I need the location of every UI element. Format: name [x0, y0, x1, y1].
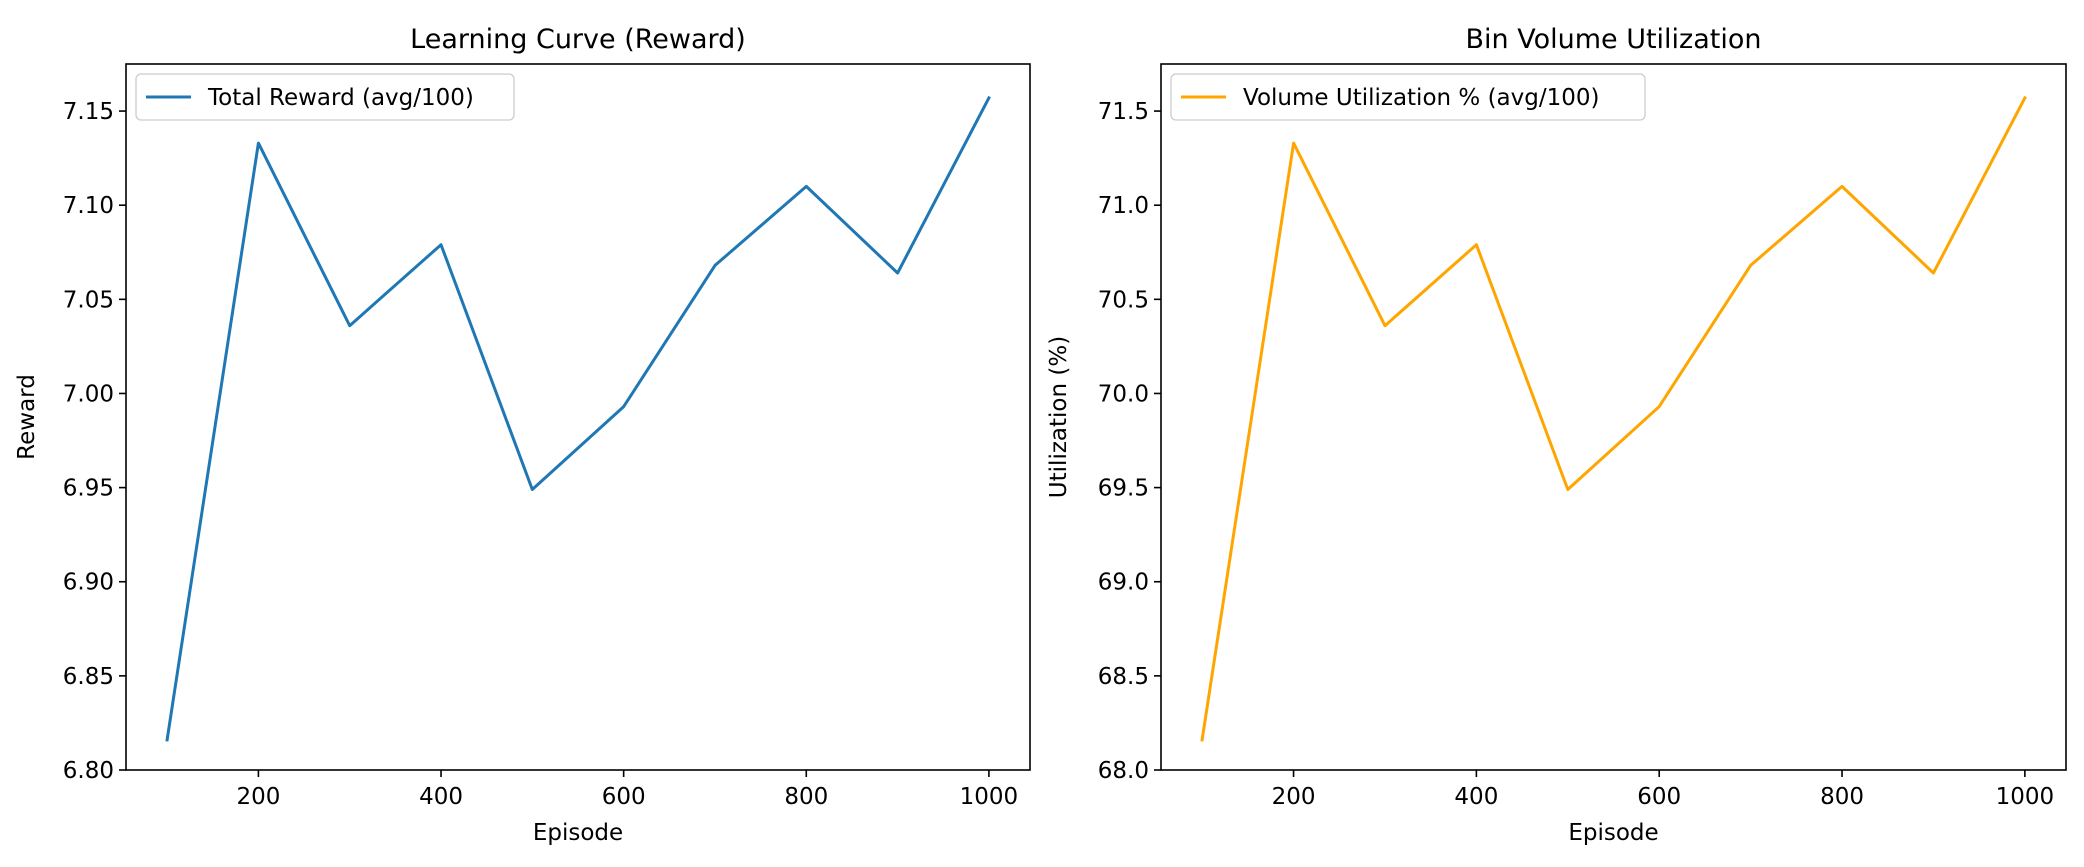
chart2-y-tick-label: 71.5 — [1098, 99, 1149, 125]
chart2-x-tick-label: 200 — [1272, 784, 1316, 810]
chart2-x-tick-label: 1000 — [1996, 784, 2055, 810]
chart1-legend — [135, 73, 515, 121]
chart2-x-tick-label: 400 — [1454, 784, 1498, 810]
chart2-y-tick-label: 71.0 — [1098, 193, 1149, 219]
chart1-legend-label-1: Total Reward (avg/100) — [207, 85, 474, 111]
chart1-y-tick-label: 7.05 — [63, 287, 114, 313]
chart2-y-tick-label: 69.0 — [1098, 570, 1149, 596]
chart1-y-tick-label: 7.15 — [63, 99, 114, 125]
chart1-plot-frame — [125, 63, 1031, 771]
chart2-legend — [1170, 73, 1646, 121]
chart1-y-axis-label: Reward — [14, 374, 40, 460]
chart1-x-tick-label: 200 — [236, 784, 280, 810]
chart2-y-axis-label: Utilization (%) — [1046, 336, 1072, 498]
chart1-y-tick-label: 6.85 — [63, 664, 114, 690]
chart1-y-tick-label: 7.10 — [63, 193, 114, 219]
chart1-x-tick-label: 600 — [602, 784, 646, 810]
chart2-plot-frame — [1160, 63, 2067, 771]
chart2-legend-label-1: Volume Utilization % (avg/100) — [1243, 85, 1599, 111]
chart1-x-tick-label: 800 — [784, 784, 828, 810]
chart1-x-tick-label: 1000 — [960, 784, 1019, 810]
chart2-y-tick-label: 70.0 — [1098, 381, 1149, 407]
chart2-title: Bin Volume Utilization — [1465, 24, 1761, 55]
chart2-x-tick-label: 800 — [1820, 784, 1864, 810]
chart1-y-tick-label: 6.80 — [63, 758, 114, 784]
chart1-x-tick-label: 400 — [419, 784, 463, 810]
chart1-title: Learning Curve (Reward) — [410, 24, 746, 55]
chart2-y-tick-label: 69.5 — [1098, 476, 1149, 502]
chart1-y-tick-label: 6.90 — [63, 570, 114, 596]
chart2-series-line-1 — [1200, 95, 2027, 742]
chart2-y-tick-label: 68.5 — [1098, 664, 1149, 690]
chart1-series-line-1 — [165, 95, 991, 742]
chart1-y-tick-label: 7.00 — [63, 381, 114, 407]
chart2-y-tick-label: 70.5 — [1098, 287, 1149, 313]
chart2-x-tick-label: 600 — [1637, 784, 1681, 810]
chart1-x-axis-label: Episode — [533, 820, 623, 846]
chart1-y-tick-label: 6.95 — [63, 476, 114, 502]
chart2-y-tick-label: 68.0 — [1098, 758, 1149, 784]
chart2-x-axis-label: Episode — [1568, 820, 1658, 846]
